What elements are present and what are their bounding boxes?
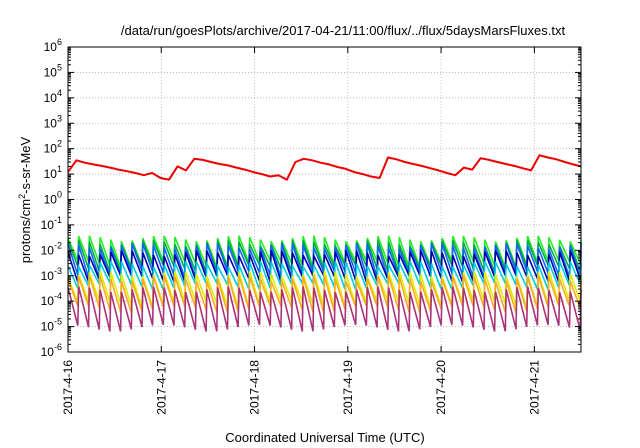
y-tick-exponent: 5 [57, 62, 62, 72]
y-tick-base: 10 [41, 218, 55, 232]
y-tick-label: 10-1 [41, 215, 62, 232]
y-tick-exponent: 2 [57, 139, 62, 149]
y-tick-label: 102 [44, 139, 62, 156]
y-tick-base: 10 [41, 269, 55, 283]
y-tick-label: 104 [44, 88, 62, 105]
y-tick-base: 10 [44, 193, 58, 207]
series-line [67, 235, 582, 268]
series-lines [67, 154, 582, 332]
y-tick-label: 100 [44, 190, 62, 207]
y-tick-label: 101 [44, 164, 62, 181]
y-tick-base: 10 [41, 243, 55, 257]
y-tick-label: 10-4 [41, 291, 62, 308]
y-axis-ticks: 10-610-510-410-310-210-11001011021031041… [41, 37, 581, 359]
x-tick-label: 2017-4-18 [248, 360, 262, 415]
y-tick-exponent: -4 [54, 291, 62, 301]
x-tick-label: 2017-4-17 [154, 360, 168, 415]
series-line [67, 286, 582, 332]
y-tick-exponent: -5 [54, 317, 62, 327]
y-tick-label: 10-5 [41, 317, 62, 334]
x-axis-label: Coordinated Universal Time (UTC) [225, 430, 424, 445]
series-line [67, 243, 582, 278]
y-tick-exponent: 1 [57, 164, 62, 174]
y-tick-exponent: 4 [57, 88, 62, 98]
y-tick-base: 10 [44, 116, 58, 130]
y-tick-label: 103 [44, 113, 62, 130]
y-tick-exponent: 0 [57, 190, 62, 200]
x-tick-label: 2017-4-20 [434, 360, 448, 415]
y-tick-base: 10 [44, 40, 58, 54]
y-tick-exponent: 3 [57, 113, 62, 123]
y-tick-exponent: -1 [54, 215, 62, 225]
y-tick-base: 10 [44, 91, 58, 105]
series-line [67, 154, 582, 181]
series-line [67, 260, 582, 291]
y-axis-label-base: protons/cm [18, 199, 33, 263]
y-tick-label: 105 [44, 62, 62, 79]
y-tick-exponent: -6 [54, 342, 62, 352]
x-tick-label: 2017-4-21 [527, 360, 541, 415]
y-axis-label-superscript: 2 [17, 194, 27, 199]
y-tick-base: 10 [41, 294, 55, 308]
x-axis-ticks: 2017-4-16 2017-4-17 2017-4-18 2017-4-19 2017… [61, 47, 541, 415]
y-axis-label: protons/cm2-s-sr-MeV [17, 136, 33, 263]
y-tick-base: 10 [41, 345, 55, 359]
y-tick-exponent: 6 [57, 37, 62, 47]
y-tick-label: 106 [44, 37, 62, 54]
y-tick-label: 10-6 [41, 342, 62, 359]
chart-title: /data/run/goesPlots/archive/2017-04-21/1… [121, 23, 566, 38]
series-line [67, 250, 582, 283]
y-tick-label: 10-3 [41, 266, 62, 283]
y-tick-base: 10 [44, 142, 58, 156]
series-line [67, 240, 582, 273]
y-tick-base: 10 [44, 167, 58, 181]
y-tick-base: 10 [44, 65, 58, 79]
series-line [67, 271, 582, 308]
y-tick-exponent: -3 [54, 266, 62, 276]
y-tick-base: 10 [41, 320, 55, 334]
x-tick-label: 2017-4-16 [61, 360, 75, 415]
y-axis-label-rest: -s-sr-MeV [18, 136, 33, 193]
y-tick-exponent: -2 [54, 240, 62, 250]
y-tick-label: 10-2 [41, 240, 62, 257]
x-tick-label: 2017-4-19 [341, 360, 355, 415]
series-line [67, 275, 582, 313]
